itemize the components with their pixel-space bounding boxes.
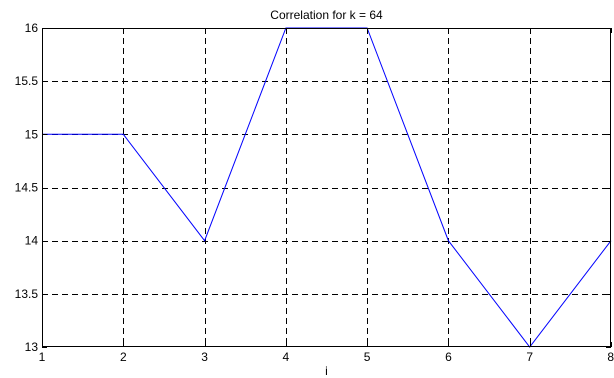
y-tick-label: 15: [25, 127, 39, 141]
x-axis-label: i: [325, 364, 328, 378]
x-tick-label: 2: [120, 350, 127, 364]
x-tick-label: 5: [364, 350, 371, 364]
y-tick-label: 14.5: [15, 181, 39, 195]
x-tick-label: 7: [526, 350, 533, 364]
y-tick-label: 13.5: [15, 287, 39, 301]
y-tick-label: 16: [25, 21, 39, 35]
x-tick-label: 1: [39, 350, 46, 364]
x-tick-label: 6: [445, 350, 452, 364]
y-tick-label: 14: [25, 234, 39, 248]
x-tick-label: 3: [201, 350, 208, 364]
plot-area: [42, 28, 611, 347]
x-tick-label: 4: [283, 350, 290, 364]
chart-title: Correlation for k = 64: [270, 8, 383, 22]
x-tick-label: 8: [607, 350, 614, 364]
y-tick-label: 15.5: [15, 74, 39, 88]
y-tick-label: 13: [25, 340, 39, 354]
